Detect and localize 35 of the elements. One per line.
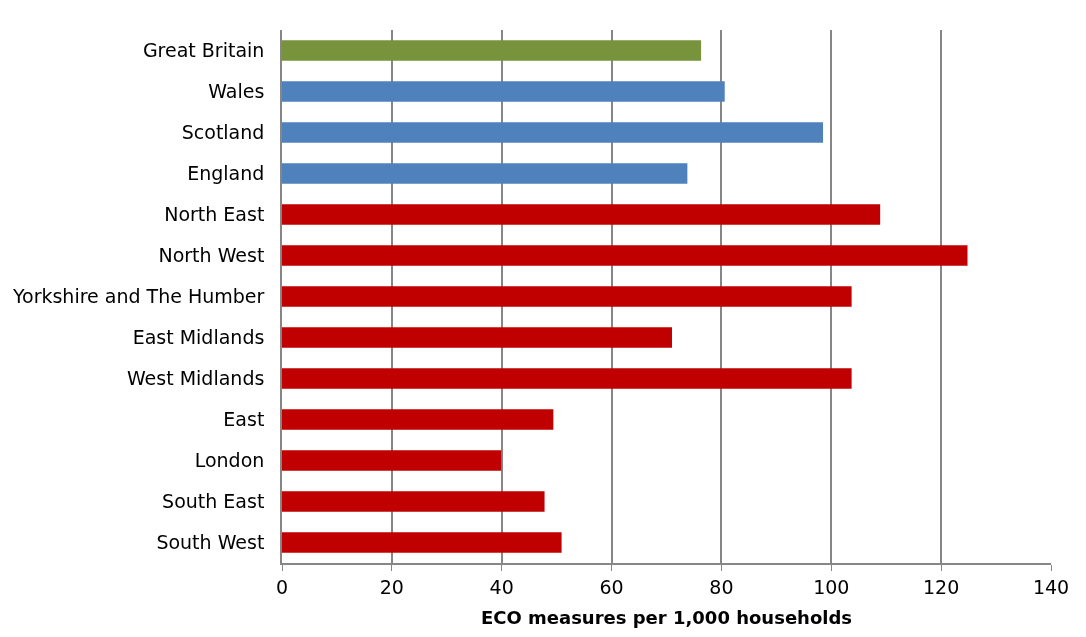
bar <box>282 204 881 225</box>
bar <box>282 368 852 389</box>
bar <box>282 409 554 430</box>
bar <box>282 491 545 512</box>
y-tick-label: Scotland <box>181 121 277 144</box>
y-tick-label: Great Britain <box>142 39 277 62</box>
y-tick-label: East Midlands <box>132 326 277 349</box>
x-tick-label: 100 <box>813 575 850 598</box>
y-tick-label: London <box>194 449 277 472</box>
y-tick-label: Yorkshire and The Humber <box>11 285 277 308</box>
x-tick-label: 40 <box>489 575 514 598</box>
y-tick-label: West Midlands <box>126 367 277 390</box>
y-tick-label: Wales <box>208 80 277 103</box>
y-tick-label: South East <box>162 490 277 513</box>
bar <box>282 163 688 184</box>
y-tick-label: North West <box>158 244 277 267</box>
x-axis-title: ECO measures per 1,000 households <box>480 607 853 629</box>
y-tick-label: South West <box>156 531 277 554</box>
x-tick-label: 120 <box>923 575 960 598</box>
x-tick-label: 20 <box>379 575 404 598</box>
bar <box>282 286 852 307</box>
y-tick-label: England <box>187 162 277 185</box>
bar <box>282 122 824 143</box>
bar <box>282 532 562 553</box>
bar <box>282 81 725 102</box>
bar <box>282 327 672 348</box>
x-tick-label: 60 <box>599 575 624 598</box>
x-tick-label: 80 <box>709 575 734 598</box>
x-tick-label: 140 <box>1032 575 1070 598</box>
y-tick-label: East <box>223 408 277 431</box>
x-tick-label: 0 <box>275 575 289 598</box>
bar <box>282 245 968 266</box>
bar <box>282 40 702 61</box>
bar <box>282 450 502 471</box>
y-tick-label: North East <box>164 203 277 226</box>
